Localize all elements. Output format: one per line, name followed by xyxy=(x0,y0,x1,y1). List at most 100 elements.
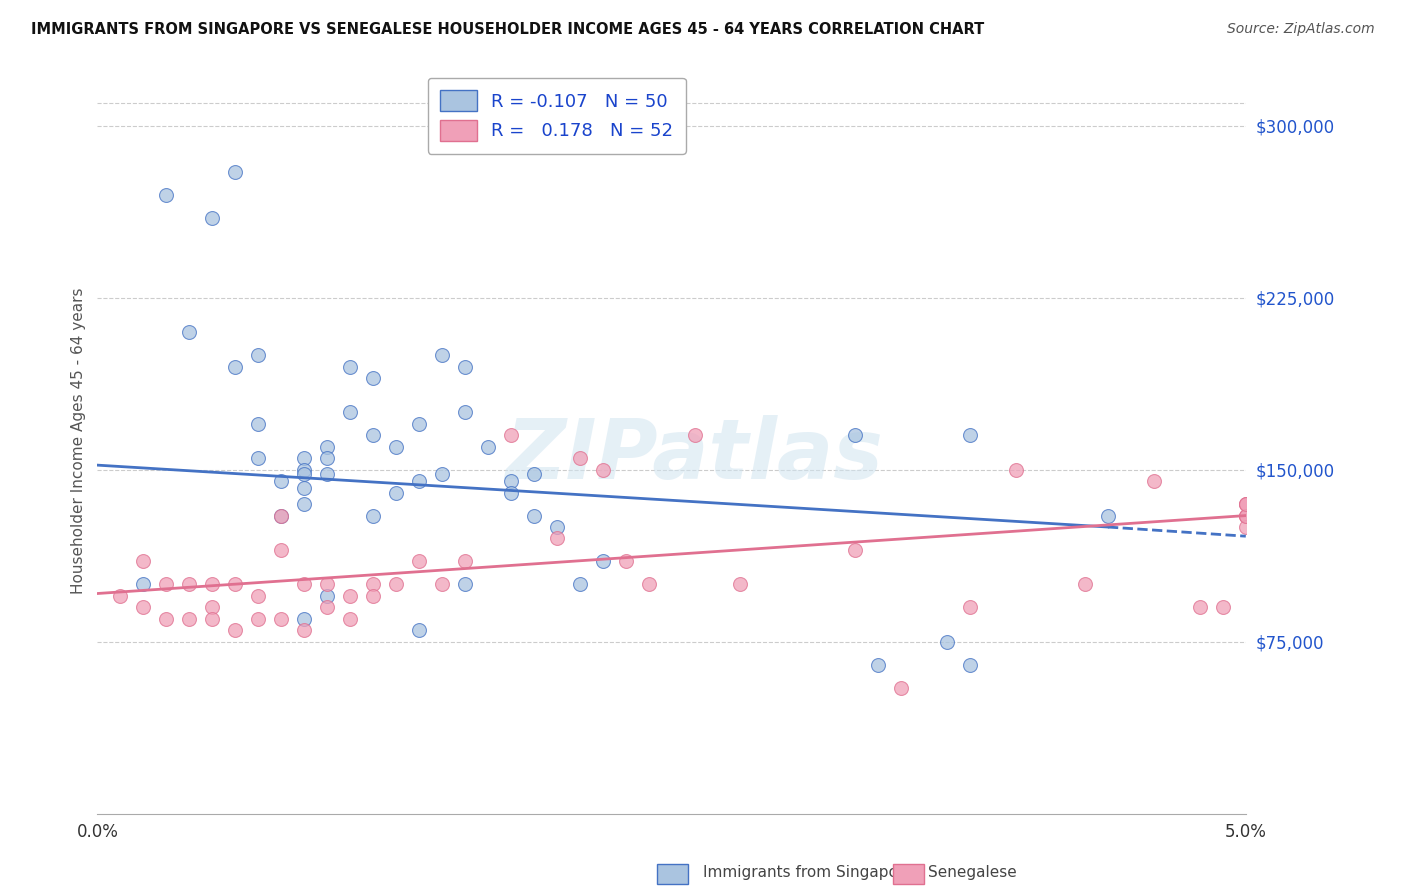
Point xyxy=(844,543,866,558)
Point xyxy=(959,600,981,615)
Point xyxy=(292,612,315,626)
Point xyxy=(292,467,315,482)
Point xyxy=(454,554,477,568)
Point xyxy=(936,634,959,648)
Point xyxy=(408,417,430,431)
Point xyxy=(247,612,270,626)
Point xyxy=(499,485,522,500)
Point xyxy=(155,612,177,626)
Point xyxy=(224,164,246,178)
Point xyxy=(339,612,361,626)
Point xyxy=(247,451,270,466)
Point xyxy=(316,600,339,615)
Point xyxy=(385,485,408,500)
Point xyxy=(361,508,384,523)
Point xyxy=(592,463,614,477)
Point xyxy=(868,657,890,672)
Point xyxy=(568,451,591,466)
Point xyxy=(224,359,246,374)
Point xyxy=(385,440,408,454)
Point xyxy=(614,554,637,568)
Point xyxy=(201,211,224,225)
Point xyxy=(201,612,224,626)
Point xyxy=(477,440,499,454)
Point xyxy=(568,577,591,591)
Text: ZIPatlas: ZIPatlas xyxy=(506,416,883,497)
Point xyxy=(499,428,522,442)
Point xyxy=(1097,508,1119,523)
Point xyxy=(339,589,361,603)
Point xyxy=(523,508,546,523)
Point xyxy=(1234,508,1257,523)
Point xyxy=(546,532,568,546)
Point xyxy=(270,612,292,626)
Point xyxy=(316,440,339,454)
Point xyxy=(1234,497,1257,511)
Point xyxy=(1005,463,1028,477)
Point xyxy=(201,577,224,591)
Point xyxy=(247,348,270,362)
Point xyxy=(454,577,477,591)
Point xyxy=(1234,497,1257,511)
Point xyxy=(454,359,477,374)
Point xyxy=(270,508,292,523)
Point xyxy=(247,589,270,603)
Point xyxy=(132,600,155,615)
Text: Immigrants from Singapore: Immigrants from Singapore xyxy=(703,865,914,880)
Point xyxy=(592,554,614,568)
Point xyxy=(890,681,912,695)
Point xyxy=(454,405,477,419)
Point xyxy=(155,187,177,202)
Point xyxy=(408,554,430,568)
Text: IMMIGRANTS FROM SINGAPORE VS SENEGALESE HOUSEHOLDER INCOME AGES 45 - 64 YEARS CO: IMMIGRANTS FROM SINGAPORE VS SENEGALESE … xyxy=(31,22,984,37)
Point xyxy=(683,428,706,442)
Point xyxy=(430,577,453,591)
Point xyxy=(361,428,384,442)
Point xyxy=(179,325,201,339)
Point xyxy=(430,348,453,362)
Point xyxy=(361,371,384,385)
Point xyxy=(179,577,201,591)
Point xyxy=(339,405,361,419)
Point xyxy=(1188,600,1211,615)
Point xyxy=(499,474,522,488)
Legend: R = -0.107   N = 50, R =   0.178   N = 52: R = -0.107 N = 50, R = 0.178 N = 52 xyxy=(427,78,686,153)
Point xyxy=(247,417,270,431)
Point xyxy=(1234,520,1257,534)
Point xyxy=(408,623,430,637)
Point xyxy=(224,623,246,637)
Point xyxy=(959,428,981,442)
Point xyxy=(959,657,981,672)
Point xyxy=(132,577,155,591)
Text: Senegalese: Senegalese xyxy=(928,865,1017,880)
Point xyxy=(155,577,177,591)
Point xyxy=(1234,497,1257,511)
Point xyxy=(292,577,315,591)
Point xyxy=(316,589,339,603)
Point xyxy=(1143,474,1166,488)
Point xyxy=(523,467,546,482)
Point xyxy=(201,600,224,615)
Point xyxy=(637,577,659,591)
Point xyxy=(1234,508,1257,523)
Point xyxy=(361,577,384,591)
Point xyxy=(844,428,866,442)
Point xyxy=(316,451,339,466)
Point xyxy=(1234,508,1257,523)
Point xyxy=(546,520,568,534)
Point xyxy=(224,577,246,591)
Point xyxy=(1212,600,1234,615)
Y-axis label: Householder Income Ages 45 - 64 years: Householder Income Ages 45 - 64 years xyxy=(72,288,86,594)
Point xyxy=(361,589,384,603)
Point xyxy=(316,467,339,482)
Point xyxy=(339,359,361,374)
Point xyxy=(179,612,201,626)
Point xyxy=(292,451,315,466)
Point xyxy=(292,623,315,637)
Point xyxy=(292,463,315,477)
Point xyxy=(292,481,315,495)
Point xyxy=(385,577,408,591)
Point xyxy=(430,467,453,482)
Text: Source: ZipAtlas.com: Source: ZipAtlas.com xyxy=(1227,22,1375,37)
Point xyxy=(292,497,315,511)
